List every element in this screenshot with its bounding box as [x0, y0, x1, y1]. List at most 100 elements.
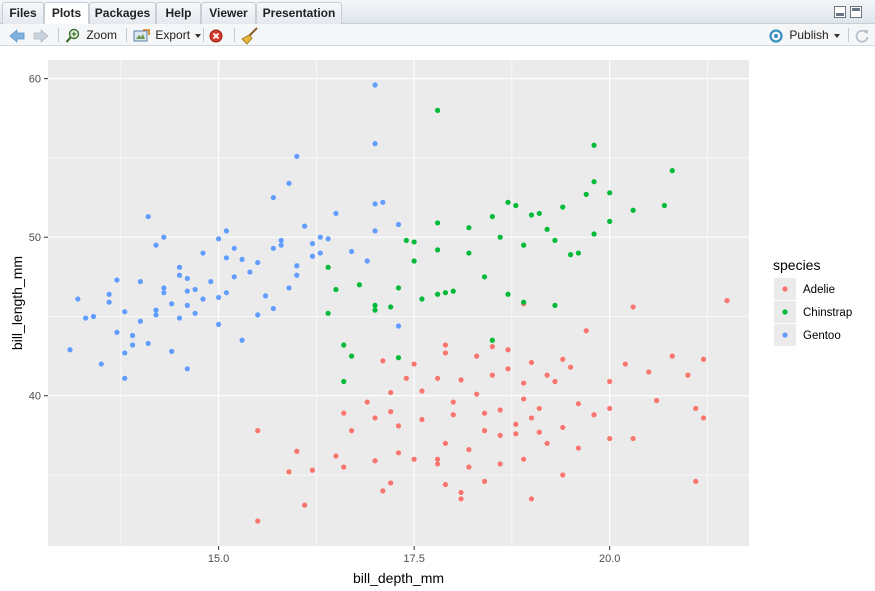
back-button[interactable]: [8, 26, 26, 44]
remove-plot-button[interactable]: [209, 26, 223, 44]
point-gentoo: [184, 366, 190, 372]
toolbar-separator: [203, 28, 204, 42]
y-axis-title: bill_length_mm: [9, 256, 25, 350]
caret-down-icon: [195, 33, 202, 38]
point-adelie: [341, 410, 347, 416]
publish-button[interactable]: Publish: [767, 26, 842, 44]
point-gentoo: [153, 307, 159, 313]
point-adelie: [654, 397, 660, 404]
point-chinstrap: [489, 337, 495, 343]
point-gentoo: [223, 290, 230, 296]
point-adelie: [380, 358, 386, 364]
point-chinstrap: [489, 213, 495, 220]
point-chinstrap: [466, 225, 472, 231]
forward-button[interactable]: [32, 26, 50, 44]
point-chinstrap: [333, 286, 339, 293]
minimize-pane-button[interactable]: [834, 6, 846, 18]
point-adelie: [693, 478, 699, 484]
point-gentoo: [231, 245, 237, 251]
point-gentoo: [200, 296, 206, 302]
point-adelie: [607, 378, 613, 385]
tab-plots[interactable]: Plots: [44, 2, 89, 25]
point-chinstrap: [505, 199, 511, 205]
zoom-button[interactable]: Zoom: [65, 26, 117, 44]
point-gentoo: [114, 329, 120, 335]
tab-files[interactable]: Files: [2, 2, 44, 24]
point-adelie: [442, 342, 449, 348]
point-adelie: [458, 377, 464, 383]
point-chinstrap: [481, 274, 488, 280]
point-adelie: [302, 502, 308, 508]
point-adelie: [497, 461, 503, 467]
point-gentoo: [192, 310, 198, 316]
legend: species Adelie Chinstrap Gentoo: [773, 257, 852, 346]
point-gentoo: [137, 278, 143, 285]
legend-title: species: [773, 257, 820, 273]
maximize-pane-button[interactable]: [850, 6, 862, 18]
point-chinstrap: [669, 168, 675, 174]
x-tick-label: 15.0: [208, 553, 229, 565]
point-chinstrap: [591, 179, 597, 185]
tab-viewer[interactable]: Viewer: [201, 2, 256, 24]
point-adelie: [544, 440, 550, 446]
zoom-label: Zoom: [86, 28, 118, 42]
point-adelie: [309, 467, 316, 473]
tab-packages[interactable]: Packages: [89, 2, 156, 24]
point-gentoo: [325, 236, 331, 242]
point-adelie: [388, 480, 394, 486]
point-adelie: [419, 416, 425, 423]
point-gentoo: [309, 253, 316, 259]
point-adelie: [435, 375, 441, 381]
point-adelie: [364, 399, 370, 405]
point-gentoo: [184, 275, 190, 282]
point-gentoo: [98, 361, 104, 367]
point-adelie: [286, 469, 292, 475]
point-chinstrap: [552, 237, 558, 243]
point-chinstrap: [372, 302, 378, 308]
point-gentoo: [278, 242, 284, 248]
point-adelie: [513, 431, 519, 437]
point-adelie: [372, 415, 378, 421]
point-gentoo: [200, 250, 206, 256]
point-adelie: [294, 448, 300, 454]
export-icon: [133, 29, 150, 42]
point-adelie: [372, 458, 378, 464]
point-adelie: [630, 435, 636, 442]
point-chinstrap: [607, 190, 613, 196]
point-adelie: [450, 412, 456, 418]
point-adelie: [521, 456, 527, 462]
point-adelie: [607, 405, 613, 412]
tab-label: Packages: [94, 6, 151, 20]
point-chinstrap: [395, 285, 402, 291]
export-menu-button[interactable]: Export: [133, 26, 203, 44]
legend-swatch: [782, 309, 788, 315]
point-adelie: [622, 361, 628, 367]
legend-swatch: [782, 286, 788, 292]
tab-help[interactable]: Help: [156, 2, 201, 24]
point-adelie: [630, 304, 636, 310]
point-adelie: [489, 372, 495, 378]
point-chinstrap: [388, 304, 394, 310]
point-chinstrap: [435, 247, 441, 253]
broom-icon: [241, 27, 258, 45]
tab-presentation[interactable]: Presentation: [256, 2, 342, 24]
point-chinstrap: [411, 258, 417, 264]
point-gentoo: [372, 82, 378, 88]
point-adelie: [419, 388, 425, 394]
point-chinstrap: [552, 302, 558, 308]
point-gentoo: [270, 305, 276, 312]
point-chinstrap: [630, 207, 636, 213]
point-chinstrap: [435, 220, 441, 226]
arrow-right-icon: [33, 28, 49, 43]
point-adelie: [693, 405, 699, 412]
refresh-button[interactable]: [854, 26, 870, 44]
point-chinstrap: [348, 353, 355, 359]
point-chinstrap: [521, 299, 527, 305]
point-gentoo: [106, 299, 112, 305]
clear-all-plots-button[interactable]: [241, 26, 259, 45]
point-adelie: [450, 399, 456, 405]
tab-label: Viewer: [209, 6, 248, 20]
point-chinstrap: [435, 107, 441, 113]
point-gentoo: [395, 323, 402, 329]
point-gentoo: [270, 194, 276, 201]
